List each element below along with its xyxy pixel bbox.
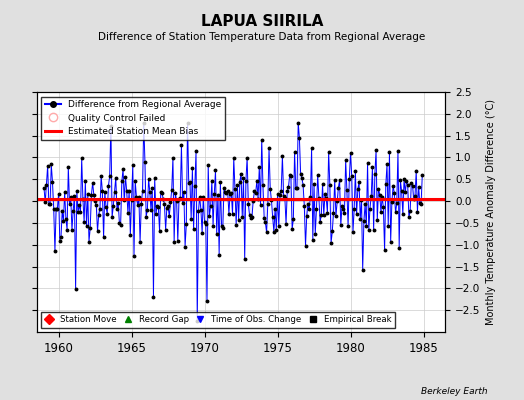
Text: LAPUA SIIRILA: LAPUA SIIRILA (201, 14, 323, 29)
Y-axis label: Monthly Temperature Anomaly Difference (°C): Monthly Temperature Anomaly Difference (… (486, 99, 496, 325)
Text: Berkeley Earth: Berkeley Earth (421, 387, 487, 396)
Legend: Station Move, Record Gap, Time of Obs. Change, Empirical Break: Station Move, Record Gap, Time of Obs. C… (41, 312, 395, 328)
Text: Difference of Station Temperature Data from Regional Average: Difference of Station Temperature Data f… (99, 32, 425, 42)
